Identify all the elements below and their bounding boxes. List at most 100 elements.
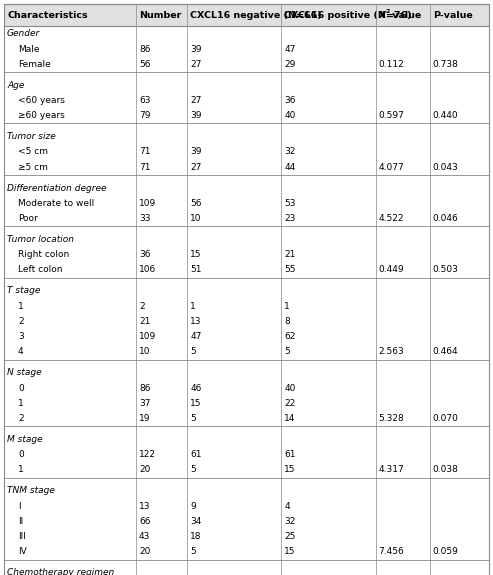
Text: 61: 61 <box>284 450 296 459</box>
Text: 21: 21 <box>284 250 296 259</box>
Text: 0.059: 0.059 <box>433 547 458 557</box>
Text: 122: 122 <box>139 450 156 459</box>
Text: 13: 13 <box>139 501 150 511</box>
Text: TNM stage: TNM stage <box>7 486 55 495</box>
Text: Gender: Gender <box>7 29 40 39</box>
Text: 86: 86 <box>139 384 150 393</box>
Text: I: I <box>18 501 21 511</box>
Text: 39: 39 <box>190 112 202 120</box>
Text: <60 years: <60 years <box>18 96 65 105</box>
Text: Tumor location: Tumor location <box>7 235 74 244</box>
Text: 5.328: 5.328 <box>379 414 404 423</box>
Text: 37: 37 <box>139 399 150 408</box>
Text: 4.522: 4.522 <box>379 214 404 223</box>
Text: 0.464: 0.464 <box>433 347 458 356</box>
Text: 39: 39 <box>190 45 202 53</box>
Text: 7.456: 7.456 <box>379 547 404 557</box>
Text: 29: 29 <box>284 60 296 69</box>
Text: 27: 27 <box>190 96 202 105</box>
Text: Tumor size: Tumor size <box>7 132 56 141</box>
Text: 15: 15 <box>190 399 202 408</box>
Text: 15: 15 <box>284 547 296 557</box>
Text: IV: IV <box>18 547 27 557</box>
Text: X: X <box>379 10 386 20</box>
Text: 71: 71 <box>139 163 150 172</box>
Text: 27: 27 <box>190 60 202 69</box>
Text: Age: Age <box>7 81 24 90</box>
Text: 20: 20 <box>139 466 150 474</box>
Text: 4.317: 4.317 <box>379 466 404 474</box>
Text: 36: 36 <box>139 250 150 259</box>
Text: 3: 3 <box>18 332 24 341</box>
Text: III: III <box>18 532 26 541</box>
Text: 5: 5 <box>190 547 196 557</box>
Text: Number: Number <box>139 10 181 20</box>
Text: 109: 109 <box>139 199 156 208</box>
Text: 47: 47 <box>284 45 296 53</box>
Text: 0.503: 0.503 <box>433 266 458 274</box>
Text: 15: 15 <box>190 250 202 259</box>
Text: T stage: T stage <box>7 286 40 296</box>
Text: 56: 56 <box>139 60 150 69</box>
Text: Poor: Poor <box>18 214 38 223</box>
Text: 51: 51 <box>190 266 202 274</box>
Text: 10: 10 <box>190 214 202 223</box>
Text: Characteristics: Characteristics <box>7 10 88 20</box>
Text: 1: 1 <box>284 301 290 310</box>
Text: 20: 20 <box>139 547 150 557</box>
Text: 86: 86 <box>139 45 150 53</box>
Text: 0: 0 <box>18 450 24 459</box>
Text: 55: 55 <box>284 266 296 274</box>
Text: 2: 2 <box>18 414 24 423</box>
Text: 47: 47 <box>190 332 202 341</box>
Text: value: value <box>388 10 421 20</box>
Text: Left colon: Left colon <box>18 266 63 274</box>
Text: Differentiation degree: Differentiation degree <box>7 183 106 193</box>
Text: 0.440: 0.440 <box>433 112 458 120</box>
Text: 46: 46 <box>190 384 202 393</box>
Text: 23: 23 <box>284 214 296 223</box>
Text: 53: 53 <box>284 199 296 208</box>
Text: 40: 40 <box>284 384 296 393</box>
Text: CXCL16 negative (N=66): CXCL16 negative (N=66) <box>190 10 322 20</box>
Text: 14: 14 <box>284 414 296 423</box>
Text: 0.112: 0.112 <box>379 60 404 69</box>
Text: 1: 1 <box>18 466 24 474</box>
Text: 27: 27 <box>190 163 202 172</box>
Text: 1: 1 <box>18 301 24 310</box>
Text: N stage: N stage <box>7 368 41 377</box>
Text: 66: 66 <box>139 517 150 526</box>
Text: 0.038: 0.038 <box>433 466 458 474</box>
Text: 0.597: 0.597 <box>379 112 404 120</box>
Text: 2: 2 <box>139 301 144 310</box>
Text: 56: 56 <box>190 199 202 208</box>
Text: 4: 4 <box>284 501 290 511</box>
Text: Right colon: Right colon <box>18 250 69 259</box>
Text: 71: 71 <box>139 147 150 156</box>
Text: 0.449: 0.449 <box>379 266 404 274</box>
Text: CXCL16 positive (N=76): CXCL16 positive (N=76) <box>284 10 412 20</box>
Text: Female: Female <box>18 60 51 69</box>
Text: 63: 63 <box>139 96 150 105</box>
Text: II: II <box>18 517 23 526</box>
Text: 43: 43 <box>139 532 150 541</box>
Text: Male: Male <box>18 45 39 53</box>
Text: 2.563: 2.563 <box>379 347 404 356</box>
Text: 39: 39 <box>190 147 202 156</box>
Text: 5: 5 <box>190 466 196 474</box>
Bar <box>4 4 489 26</box>
Text: Moderate to well: Moderate to well <box>18 199 94 208</box>
Text: 5: 5 <box>190 414 196 423</box>
Text: 79: 79 <box>139 112 150 120</box>
Text: 18: 18 <box>190 532 202 541</box>
Text: 0.738: 0.738 <box>433 60 458 69</box>
Text: 106: 106 <box>139 266 156 274</box>
Text: 1: 1 <box>18 399 24 408</box>
Text: 8: 8 <box>284 317 290 326</box>
Text: 34: 34 <box>190 517 202 526</box>
Text: 4: 4 <box>18 347 24 356</box>
Text: 109: 109 <box>139 332 156 341</box>
Text: ≥5 cm: ≥5 cm <box>18 163 48 172</box>
Text: 15: 15 <box>284 466 296 474</box>
Text: 1: 1 <box>190 301 196 310</box>
